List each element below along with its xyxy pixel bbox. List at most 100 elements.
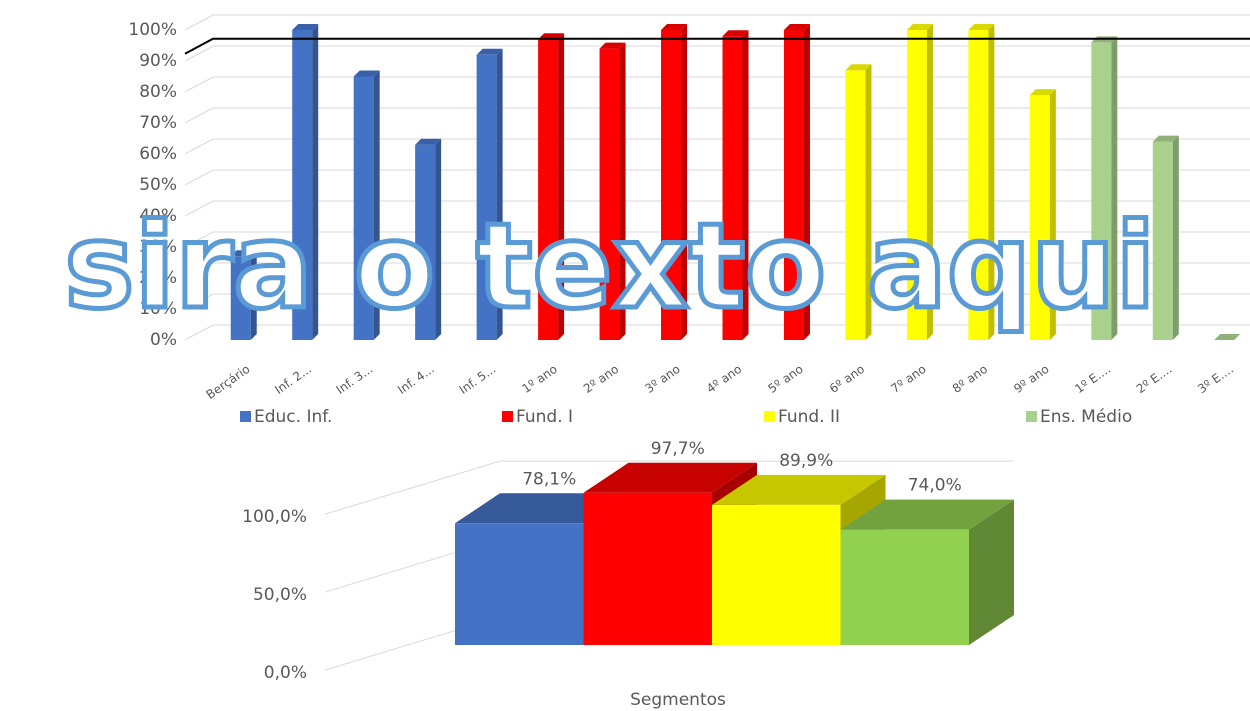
- legend-label: Fund. I: [516, 407, 573, 427]
- bar-side: [619, 42, 626, 340]
- y-tick-label: 50%: [139, 175, 177, 195]
- bar-front: [353, 76, 374, 340]
- bar-front: [1029, 95, 1050, 340]
- y-tick-label: 0,0%: [264, 663, 307, 683]
- bar-front: [783, 30, 804, 340]
- bar: [230, 250, 257, 340]
- bar-side: [558, 33, 565, 341]
- bar-top: [230, 250, 257, 257]
- bar-side: [250, 250, 257, 340]
- bar-top: [292, 24, 319, 30]
- x-tick-label: 1º E....: [1072, 362, 1113, 396]
- y-tick-label: 60%: [139, 144, 177, 164]
- grid-line: [324, 460, 1014, 515]
- y-tick-label: 20%: [139, 268, 177, 288]
- bar-top: [353, 70, 380, 77]
- value-label: 89,9%: [779, 451, 833, 471]
- bar-side: [988, 24, 995, 340]
- bar-top: [1029, 89, 1056, 96]
- y-tick-label: 80%: [139, 82, 177, 102]
- bar: [1214, 334, 1241, 340]
- y-tick-label: 100%: [128, 20, 177, 40]
- bar-front: [230, 256, 251, 340]
- bar-front: [661, 30, 682, 340]
- x-tick-label: 2º E....: [1134, 362, 1175, 396]
- bar-top: [712, 474, 886, 505]
- grid-line: [184, 14, 1250, 31]
- bar-top: [599, 42, 626, 49]
- legend-swatch: [240, 411, 251, 422]
- y-tick-label: 40%: [139, 206, 177, 226]
- bar-front: [906, 30, 927, 340]
- y-tick-label: 90%: [139, 51, 177, 71]
- y-tick-label: 70%: [139, 113, 177, 133]
- bar-front: [845, 70, 866, 341]
- x-tick-label: 6º ano: [827, 362, 867, 396]
- bar-front: [1152, 141, 1173, 340]
- bar-side: [865, 64, 872, 341]
- bar: [353, 70, 380, 340]
- bar: [476, 48, 503, 341]
- bar-top: [583, 462, 757, 493]
- grid-line: [184, 76, 1250, 93]
- x-tick-label: 8º ano: [950, 362, 990, 396]
- bar-top: [661, 24, 688, 30]
- grid-line: [184, 200, 1250, 217]
- bar-top: [840, 499, 1014, 530]
- value-label: 97,7%: [651, 439, 705, 459]
- bar-side: [742, 30, 749, 340]
- bar-side: [803, 24, 810, 340]
- bar: [661, 24, 688, 340]
- bar: [722, 30, 749, 340]
- x-tick-label: Berçário: [204, 362, 253, 402]
- bar-front: [583, 492, 712, 645]
- x-tick-label: 9º ano: [1011, 362, 1051, 396]
- x-tick-label: 7º ano: [888, 362, 928, 396]
- bar-side: [1172, 135, 1179, 340]
- x-tick-label: 2º ano: [581, 362, 621, 396]
- bar-top: [722, 30, 749, 37]
- bar: [906, 24, 933, 340]
- bar-front: [292, 30, 313, 340]
- bar-front: [712, 504, 841, 645]
- bar: [1152, 135, 1179, 340]
- y-tick-label: 30%: [139, 237, 177, 257]
- bar-front: [415, 144, 436, 340]
- x-tick-label: 4º ano: [704, 362, 744, 396]
- grid-line: [184, 262, 1250, 279]
- bar-front: [476, 54, 497, 341]
- legend-label: Ens. Médio: [1040, 407, 1132, 427]
- grid-line: [184, 45, 1250, 62]
- y-tick-label: 100,0%: [242, 507, 307, 527]
- x-tick-label: Inf. 3...: [334, 362, 376, 397]
- y-tick-label: 50,0%: [253, 585, 307, 605]
- grid-line: [184, 293, 1250, 310]
- x-tick-label: 3º E....: [1195, 362, 1236, 396]
- grid-line: [184, 138, 1250, 155]
- y-tick-label: 0%: [150, 330, 177, 350]
- legend-swatch: [502, 411, 513, 422]
- value-label: 78,1%: [522, 469, 576, 489]
- bar-front: [599, 48, 620, 340]
- bar-top: [1152, 135, 1179, 142]
- bar: [415, 138, 442, 340]
- value-label: 74,0%: [908, 476, 962, 496]
- bar-front: [538, 39, 559, 341]
- grid-line: [184, 324, 1250, 341]
- legend-label: Educ. Inf.: [254, 407, 332, 427]
- x-tick-label: Inf. 5...: [457, 362, 499, 397]
- x-tick-label: 5º ano: [765, 362, 805, 396]
- bar-top: [906, 24, 933, 30]
- bar: [1029, 89, 1056, 340]
- grid-line: [184, 169, 1250, 186]
- bar-top: [415, 138, 442, 145]
- bar: [292, 24, 319, 340]
- bar-front: [1091, 42, 1112, 341]
- bar-side: [1111, 36, 1118, 341]
- bar-front: [968, 30, 989, 340]
- legend-label: Fund. II: [778, 407, 840, 427]
- bar-front: [455, 523, 584, 645]
- grid-line: [184, 231, 1250, 248]
- bar-side: [1049, 89, 1056, 340]
